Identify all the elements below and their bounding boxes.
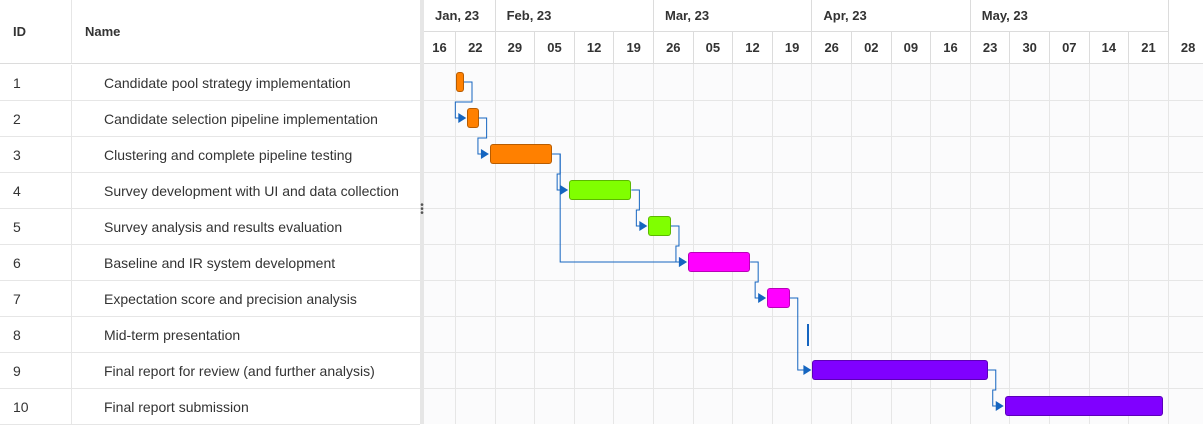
task-name-cell: Survey development with UI and data coll… <box>104 183 399 199</box>
week-label: 05 <box>694 32 734 64</box>
week-label: 02 <box>852 32 892 64</box>
task-name-cell: Candidate selection pipeline implementat… <box>104 111 378 127</box>
week-label: 26 <box>812 32 852 64</box>
grid-row[interactable]: 7 Expectation score and precision analysi… <box>0 281 420 317</box>
dependency-link[interactable] <box>631 189 641 227</box>
task-bar[interactable] <box>467 108 479 128</box>
week-label: 19 <box>773 32 813 64</box>
task-name-cell: Final report submission <box>104 399 249 415</box>
milestone-marker[interactable] <box>806 324 809 346</box>
row-divider <box>424 100 1203 101</box>
task-name-cell: Survey analysis and results evaluation <box>104 219 343 235</box>
dependency-link[interactable] <box>454 81 473 119</box>
dependency-link[interactable] <box>987 369 997 407</box>
task-bar[interactable] <box>767 288 790 308</box>
dependency-link[interactable] <box>552 153 680 263</box>
task-name-cell: Candidate pool strategy implementation <box>104 75 351 91</box>
week-label: 12 <box>575 32 615 64</box>
week-label: 12 <box>733 32 773 64</box>
row-divider <box>424 208 1203 209</box>
link-arrowhead <box>639 221 648 231</box>
task-id-cell: 8 <box>0 317 72 352</box>
week-label: 16 <box>931 32 971 64</box>
week-label: 30 <box>1010 32 1050 64</box>
task-name-cell: Final report for review (and further ana… <box>104 363 375 379</box>
task-bar[interactable] <box>687 252 751 272</box>
task-bar[interactable] <box>569 180 632 200</box>
week-label: 09 <box>892 32 932 64</box>
task-bar[interactable] <box>812 360 988 380</box>
grid-row[interactable]: 2 Candidate selection pipeline implementa… <box>0 101 420 137</box>
task-id-cell: 10 <box>0 389 72 424</box>
week-label: 19 <box>614 32 654 64</box>
dependency-link[interactable] <box>477 117 488 155</box>
task-name-cell: Baseline and IR system development <box>104 255 336 271</box>
row-divider <box>424 244 1203 245</box>
row-divider <box>424 136 1203 137</box>
week-label: 21 <box>1129 32 1169 64</box>
task-id-cell: 5 <box>0 209 72 244</box>
link-arrowhead <box>480 149 489 159</box>
timeline-chart: Jan, 23 Feb, 23 Mar, 23 Apr, 23 May, 23 16 22 2… <box>424 0 1203 424</box>
dependency-link[interactable] <box>789 297 805 371</box>
month-label: Jan, 23 <box>424 0 496 32</box>
row-divider <box>424 172 1203 173</box>
week-label: 26 <box>654 32 694 64</box>
week-label: 29 <box>496 32 536 64</box>
week-label: 05 <box>535 32 575 64</box>
task-name-cell: Mid-term presentation <box>104 327 241 343</box>
link-arrowhead <box>458 113 467 123</box>
grid-row[interactable]: 1 Candidate pool strategy implementation <box>0 65 420 101</box>
task-name-cell: Clustering and complete pipeline testing <box>104 147 353 163</box>
task-id-cell: 2 <box>0 101 72 136</box>
task-bar[interactable] <box>648 216 671 236</box>
week-label: 28 <box>1169 32 1203 64</box>
grid-row[interactable]: 6 Baseline and IR system development <box>0 245 420 281</box>
row-divider <box>424 280 1203 281</box>
grid-row[interactable]: 8 Mid-term presentation <box>0 317 420 353</box>
task-name-cell: Expectation score and precision analysis <box>104 291 357 307</box>
week-label: 07 <box>1050 32 1090 64</box>
row-divider <box>424 316 1203 317</box>
task-id-cell: 9 <box>0 353 72 388</box>
task-grid: ID Name 1 Candidate pool strategy impleme… <box>0 0 421 425</box>
task-id-cell: 4 <box>0 173 72 208</box>
column-header-name[interactable]: Name <box>72 0 420 64</box>
grid-row[interactable]: 10 Final report submission <box>0 389 420 425</box>
task-id-cell: 1 <box>0 65 72 100</box>
link-arrowhead <box>678 257 687 267</box>
dependency-links <box>454 81 1004 411</box>
link-arrowhead <box>758 293 767 303</box>
month-label: Feb, 23 <box>495 0 654 32</box>
task-id-cell: 6 <box>0 245 72 280</box>
task-bar[interactable] <box>489 144 553 164</box>
week-label: 16 <box>424 32 456 64</box>
task-id-cell: 7 <box>0 281 72 316</box>
month-label: Apr, 23 <box>812 0 971 32</box>
dependency-link[interactable] <box>750 261 760 299</box>
column-header-id[interactable]: ID <box>0 0 72 64</box>
task-id-cell: 3 <box>0 137 72 172</box>
task-bar[interactable] <box>456 72 464 92</box>
link-arrowhead <box>995 401 1004 411</box>
row-divider <box>424 352 1203 353</box>
task-bar[interactable] <box>1004 396 1164 416</box>
month-label: May, 23 <box>970 0 1169 32</box>
header-divider <box>424 63 1203 64</box>
pane-splitter[interactable]: • • • <box>420 0 424 424</box>
link-arrowhead <box>560 185 569 195</box>
week-label: 23 <box>971 32 1011 64</box>
grid-row[interactable]: 4 Survey development with UI and data col… <box>0 173 420 209</box>
month-label: Mar, 23 <box>654 0 813 32</box>
row-divider <box>424 388 1203 389</box>
week-label: 22 <box>456 32 496 64</box>
splitter-grip-icon[interactable]: • • • <box>420 200 424 219</box>
dependency-link[interactable] <box>670 225 680 263</box>
link-arrowhead <box>803 365 812 375</box>
grid-row[interactable]: 5 Survey analysis and results evaluation <box>0 209 420 245</box>
week-label: 14 <box>1090 32 1130 64</box>
grid-row[interactable]: 3 Clustering and complete pipeline testin… <box>0 137 420 173</box>
grid-row[interactable]: 9 Final report for review (and further an… <box>0 353 420 389</box>
